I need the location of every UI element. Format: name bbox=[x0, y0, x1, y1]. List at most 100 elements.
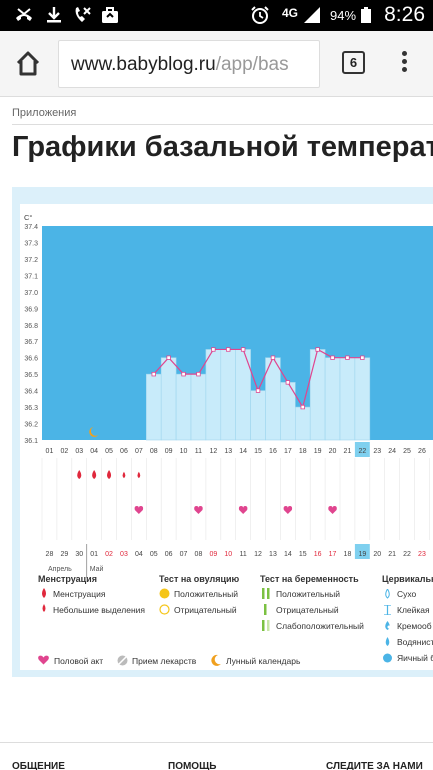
date-label: 19 bbox=[358, 551, 366, 558]
double-bar-icon bbox=[262, 588, 270, 599]
chart-panel: C° 37.4 37.3 37.2 37.1 37.0 36.9 36.8 36.7 36.6 36… bbox=[20, 204, 433, 670]
clock: 8:26 bbox=[384, 3, 425, 26]
date-label: 17 bbox=[329, 551, 337, 558]
cycle-day-label: 26 bbox=[418, 448, 426, 455]
intercourse-heart bbox=[238, 506, 248, 514]
overflow-menu-icon[interactable] bbox=[398, 49, 410, 77]
status-bar: 4G 94% 8:26 bbox=[0, 0, 433, 31]
date-label: 02 bbox=[105, 551, 113, 558]
alarm-icon bbox=[251, 6, 269, 24]
y-tick-label: 37.3 bbox=[24, 240, 38, 247]
temperature-bar bbox=[205, 349, 222, 441]
legend-cervical-watery: Водянист bbox=[397, 637, 433, 647]
date-label: 29 bbox=[60, 551, 68, 558]
y-tick-label: 37.4 bbox=[24, 224, 38, 231]
menstruation-drop bbox=[122, 471, 126, 479]
cycle-day-label: 25 bbox=[403, 448, 411, 455]
cycle-day-label: 16 bbox=[269, 448, 277, 455]
y-tick-label: 36.4 bbox=[24, 389, 38, 396]
temperature-bar bbox=[354, 357, 371, 441]
date-label: 21 bbox=[388, 551, 396, 558]
cycle-day-label: 24 bbox=[388, 448, 396, 455]
bag-icon bbox=[102, 7, 118, 23]
call-muted-icon bbox=[75, 7, 91, 22]
temperature-point bbox=[285, 380, 291, 385]
temperature-bar bbox=[294, 406, 311, 441]
cycle-day-label: 19 bbox=[314, 448, 322, 455]
intercourse-heart bbox=[283, 506, 293, 514]
intercourse-heart bbox=[134, 506, 144, 514]
month-label-april: Апрель bbox=[48, 566, 72, 573]
footer-link-community[interactable]: ОБЩЕНИЕ bbox=[12, 761, 65, 770]
cycle-day-label: 06 bbox=[120, 448, 128, 455]
legend-cervical-title: Цервикальн bbox=[382, 574, 433, 584]
date-label: 23 bbox=[418, 551, 426, 558]
breadcrumb[interactable]: Приложения bbox=[12, 107, 77, 119]
faint-bar-icon bbox=[262, 620, 270, 631]
temperature-bar bbox=[220, 349, 237, 441]
cycle-day-label: 04 bbox=[90, 448, 98, 455]
cycle-day-label: 10 bbox=[180, 448, 188, 455]
temperature-point bbox=[196, 371, 201, 377]
y-tick-label: 36.7 bbox=[24, 339, 38, 346]
page-title: Графики базальной температ bbox=[12, 131, 433, 163]
divider bbox=[12, 124, 433, 125]
legend-cervical-creamy: Кремооб bbox=[397, 621, 432, 631]
y-tick-label: 36.8 bbox=[24, 323, 38, 330]
date-label: 10 bbox=[224, 551, 232, 558]
y-tick-label: 37.2 bbox=[24, 257, 38, 264]
cycle-day-label: 21 bbox=[344, 448, 352, 455]
missed-call-icon bbox=[16, 8, 32, 21]
temperature-bar bbox=[175, 373, 192, 441]
single-bar-icon bbox=[264, 604, 267, 615]
home-icon[interactable] bbox=[12, 48, 44, 80]
tabs-button[interactable]: 6 bbox=[342, 51, 365, 74]
y-tick-label: 37.0 bbox=[24, 290, 38, 297]
legend-menstruation: Менструация bbox=[53, 589, 106, 599]
legend-ovulation-negative: Отрицательный bbox=[174, 605, 237, 615]
temperature-chart: C° 37.4 37.3 37.2 37.1 37.0 36.9 36.8 36.7 36.6 36… bbox=[24, 213, 433, 578]
highlight-cell bbox=[354, 442, 370, 457]
temperature-point bbox=[181, 371, 186, 377]
cycle-day-label: 09 bbox=[165, 448, 173, 455]
date-label: 18 bbox=[344, 551, 352, 558]
legend-pregnancy-positive: Положительный bbox=[276, 589, 340, 599]
small-drop-icon bbox=[42, 604, 46, 612]
temperature-point bbox=[240, 347, 246, 352]
sticky-icon bbox=[384, 605, 391, 615]
date-label: 07 bbox=[180, 551, 188, 558]
footer-link-follow[interactable]: СЛЕДИТЕ ЗА НАМИ bbox=[326, 761, 423, 770]
cycle-day-label: 22 bbox=[358, 448, 366, 455]
url-path: /app/bas bbox=[215, 54, 289, 75]
date-label: 28 bbox=[46, 551, 54, 558]
intercourse-heart bbox=[328, 506, 337, 514]
download-icon bbox=[47, 7, 61, 23]
creamy-icon bbox=[385, 621, 391, 630]
date-label: 15 bbox=[299, 551, 307, 558]
footer-link-help[interactable]: ПОМОЩЬ bbox=[168, 761, 217, 770]
temperature-point bbox=[151, 371, 156, 377]
url-text: www.babyblog.ru/app/bas bbox=[71, 54, 289, 76]
moon-marker bbox=[89, 427, 99, 437]
cycle-day-label: 17 bbox=[284, 448, 292, 455]
footer-divider bbox=[0, 742, 433, 743]
legend-medication: Прием лекарств bbox=[132, 656, 197, 666]
address-bar[interactable]: www.babyblog.ru/app/bas bbox=[58, 40, 320, 88]
menstruation-drop bbox=[77, 470, 82, 479]
legend-menstruation-title: Менструация bbox=[38, 574, 97, 584]
temperature-bar bbox=[146, 373, 162, 441]
date-label: 03 bbox=[120, 551, 128, 558]
legend-pregnancy-title: Тест на беременность bbox=[260, 574, 359, 584]
cycle-day-label: 03 bbox=[75, 448, 83, 455]
legend-spotting: Небольшие выделения bbox=[53, 605, 145, 615]
date-label: 01 bbox=[90, 551, 98, 558]
cycle-day-label: 15 bbox=[254, 448, 262, 455]
cycle-day-label: 23 bbox=[373, 448, 381, 455]
cycle-day-label: 11 bbox=[195, 448, 202, 455]
temperature-bar bbox=[250, 390, 266, 441]
menstruation-drop bbox=[137, 471, 141, 479]
cycle-day-label: 05 bbox=[105, 448, 113, 455]
y-tick-label: 36.2 bbox=[24, 422, 38, 429]
eggwhite-icon bbox=[383, 653, 392, 663]
cycle-day-label: 08 bbox=[150, 448, 158, 455]
